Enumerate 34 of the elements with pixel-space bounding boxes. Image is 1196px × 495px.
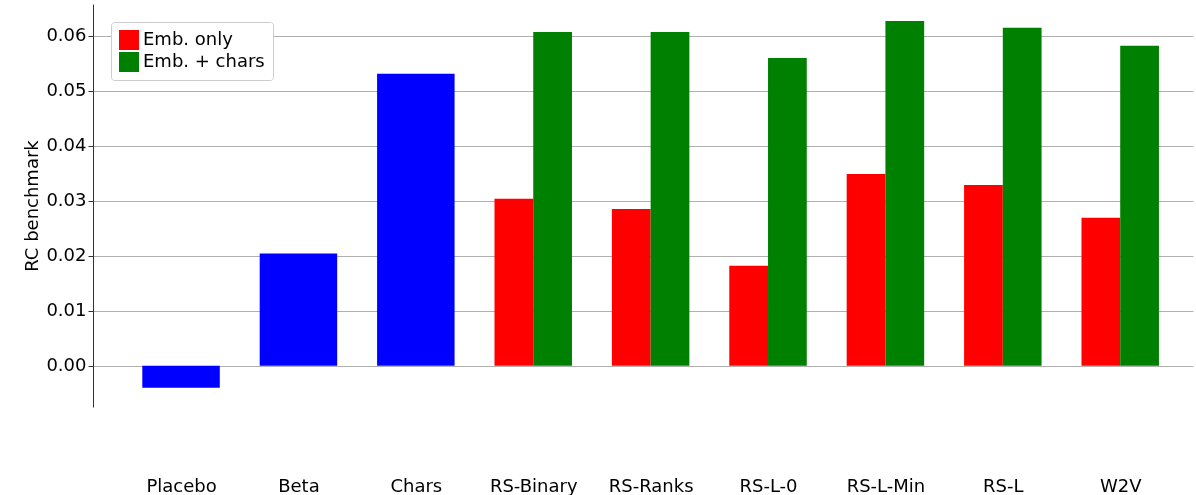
x-tick-label: RS-Binary xyxy=(489,474,578,495)
bar xyxy=(377,73,455,366)
bar xyxy=(533,32,572,366)
bar xyxy=(611,209,651,366)
x-tick-label: Placebo xyxy=(146,474,217,495)
y-axis-title: RC benchmark xyxy=(21,139,43,272)
y-tick-label: 0.03 xyxy=(46,189,87,211)
y-tick-label: 0.04 xyxy=(46,134,87,156)
x-tick-label: RS-Ranks xyxy=(608,474,694,495)
x-tick-label: RS-L-Min xyxy=(846,474,926,495)
bar xyxy=(964,184,1003,366)
bar xyxy=(729,265,769,366)
x-tick-label: Chars xyxy=(390,474,443,495)
y-tick-label: 0.06 xyxy=(46,24,87,46)
bar xyxy=(1002,27,1042,366)
bar xyxy=(494,198,534,366)
bar xyxy=(768,57,807,366)
y-tick-label: 0.01 xyxy=(46,299,87,321)
bar xyxy=(1120,45,1159,366)
bar xyxy=(885,21,925,366)
x-tick-label: Beta xyxy=(278,474,320,495)
x-tick-label: RS-L-0 xyxy=(739,474,798,495)
x-tick-label: RS-L xyxy=(983,474,1024,495)
bar xyxy=(142,365,220,388)
bar xyxy=(259,253,338,366)
legend-label: Emb. + chars xyxy=(143,50,265,71)
bar xyxy=(1081,217,1121,366)
bar xyxy=(650,32,690,366)
legend-label: Emb. only xyxy=(143,28,234,49)
y-tick-label: 0.05 xyxy=(46,79,87,101)
y-tick-label: 0.02 xyxy=(46,244,87,266)
bar xyxy=(846,173,886,366)
y-tick-label: 0.00 xyxy=(46,354,87,376)
x-tick-label: W2V xyxy=(1099,474,1143,495)
